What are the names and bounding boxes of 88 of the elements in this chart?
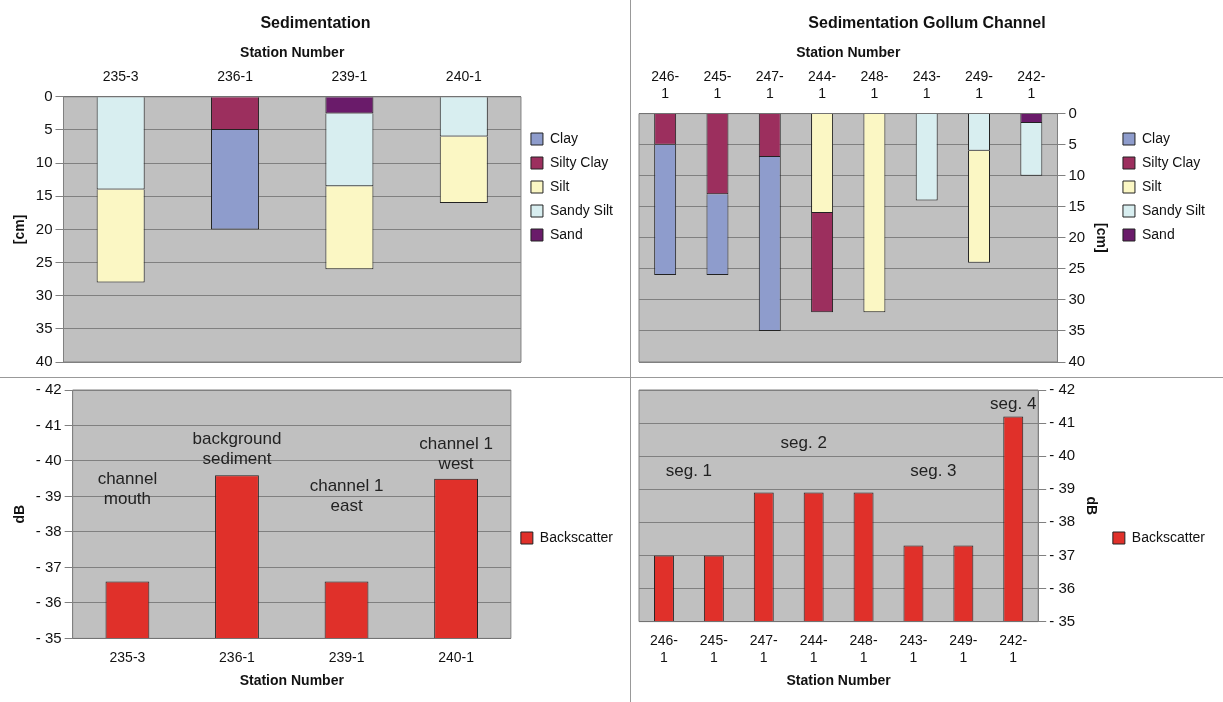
- x-tick-label: 243-1: [899, 631, 928, 665]
- x-tick-label: 245-1: [703, 68, 732, 102]
- y-tick-label: 25: [35, 252, 53, 270]
- legend-label: Silt: [549, 177, 570, 194]
- x-tick-label: 236-1: [219, 648, 256, 665]
- y-axis-title: dB: [11, 504, 28, 524]
- y-tick-label: 40: [1068, 352, 1086, 370]
- x-tick-label: 240-1: [438, 648, 475, 665]
- y-tick-label: - 41: [35, 415, 62, 433]
- x-tick-label: 245-1: [699, 631, 729, 665]
- x-tick-label: 248-1: [849, 631, 878, 665]
- y-tick-label: 10: [35, 153, 53, 171]
- y-tick-label: - 36: [1049, 578, 1076, 596]
- x-tick-label: 235-3: [102, 68, 139, 85]
- x-axis-title: Station Number: [239, 672, 345, 689]
- y-tick-label: 0: [1068, 103, 1077, 121]
- x-tick-label: 235-3: [109, 648, 146, 665]
- legend-label: Backscatter: [539, 528, 614, 545]
- y-tick-label: 15: [1068, 196, 1086, 214]
- y-tick-label: - 35: [35, 628, 62, 646]
- x-tick-label: 249-1: [965, 68, 994, 102]
- x-tick-label: 246-1: [651, 68, 680, 102]
- legend-label: Silty Clay: [549, 153, 609, 170]
- y-tick-label: - 41: [1049, 413, 1076, 431]
- y-tick-label: 0: [44, 86, 53, 104]
- y-axis-title: [cm]: [1093, 223, 1110, 253]
- x-tick-label: 242-1: [1017, 68, 1046, 102]
- x-tick-label: 249-1: [949, 631, 978, 665]
- y-tick-label: - 42: [1049, 380, 1076, 398]
- legend-label: Silt: [1141, 177, 1162, 194]
- y-tick-label: - 42: [35, 380, 62, 398]
- annotation: seg. 1: [665, 460, 713, 480]
- y-tick-label: - 36: [35, 593, 62, 611]
- y-tick-label: 15: [35, 186, 53, 204]
- y-tick-label: 20: [35, 219, 53, 237]
- y-tick-label: - 38: [35, 522, 62, 540]
- annotation: seg. 2: [780, 432, 827, 452]
- x-tick-label: 239-1: [328, 648, 365, 665]
- y-tick-label: 5: [44, 120, 53, 138]
- legend-label: Clay: [549, 129, 578, 146]
- y-tick-label: 35: [1068, 321, 1086, 339]
- annotation: seg. 3: [910, 460, 957, 480]
- x-tick-label: 240-1: [445, 68, 482, 85]
- x-tick-label: 243-1: [912, 68, 942, 102]
- x-axis-title: Station Number: [240, 44, 345, 61]
- x-tick-label: 244-1: [799, 631, 828, 665]
- y-tick-label: - 37: [35, 557, 62, 575]
- chart-title: Sedimentation: [260, 14, 371, 32]
- y-tick-label: - 40: [35, 451, 62, 469]
- annotation: channel mouth: [97, 469, 158, 509]
- x-tick-label: 239-1: [331, 68, 368, 85]
- legend-label: Sandy Silt: [549, 201, 614, 218]
- x-tick-label: 247-1: [755, 68, 785, 102]
- y-tick-label: - 35: [1049, 611, 1076, 629]
- x-tick-label: 242-1: [999, 631, 1028, 665]
- x-tick-label: 244-1: [808, 68, 837, 102]
- y-tick-label: - 39: [35, 486, 62, 504]
- y-tick-label: 30: [1068, 290, 1086, 308]
- legend-label: Sand: [549, 225, 583, 242]
- y-tick-label: 35: [35, 318, 53, 336]
- x-axis-title: Station Number: [786, 672, 892, 689]
- y-tick-label: - 37: [1049, 545, 1076, 563]
- y-tick-label: 5: [1068, 134, 1077, 152]
- x-tick-label: 247-1: [749, 631, 779, 665]
- y-tick-label: 25: [1068, 258, 1086, 276]
- legend-label: Backscatter: [1131, 528, 1206, 545]
- y-tick-label: - 38: [1049, 512, 1076, 530]
- x-axis-title: Station Number: [796, 44, 901, 61]
- x-tick-label: 248-1: [860, 68, 889, 102]
- y-tick-label: 20: [1068, 227, 1086, 245]
- legend-label: Silty Clay: [1141, 153, 1201, 170]
- chart-title: Sedimentation Gollum Channel: [808, 14, 1046, 32]
- annotation: seg. 4: [990, 393, 1037, 413]
- y-tick-label: 30: [35, 285, 53, 303]
- y-tick-label: - 39: [1049, 479, 1076, 497]
- x-tick-label: 246-1: [649, 631, 679, 665]
- y-axis-title: [cm]: [11, 214, 28, 245]
- y-tick-label: 40: [35, 352, 53, 370]
- x-tick-label: 236-1: [217, 68, 254, 85]
- annotation: channel 1 east: [309, 476, 384, 516]
- y-axis-title: dB: [1083, 496, 1100, 516]
- annotation: background sediment: [192, 429, 282, 469]
- y-tick-label: - 40: [1049, 446, 1076, 464]
- y-tick-label: 10: [1068, 165, 1086, 183]
- legend-label: Clay: [1141, 129, 1170, 146]
- legend-label: Sand: [1141, 225, 1175, 242]
- annotation: channel 1 west: [419, 434, 493, 474]
- legend-label: Sandy Silt: [1141, 201, 1206, 218]
